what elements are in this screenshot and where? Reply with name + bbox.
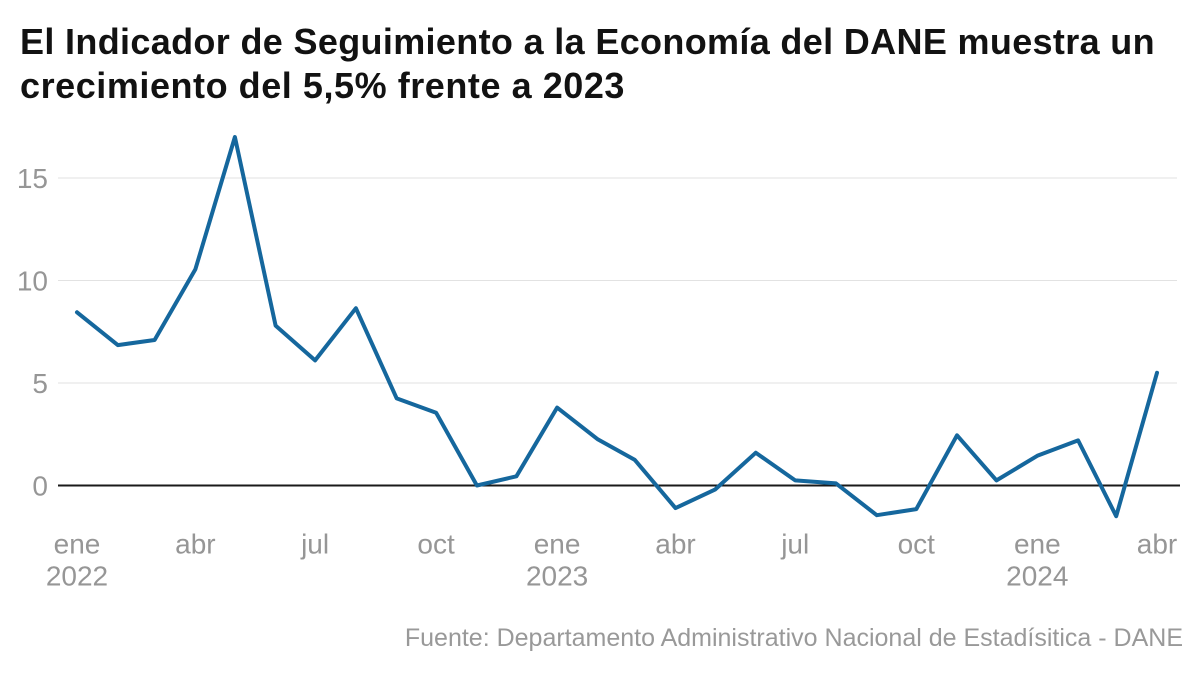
svg-text:Fuente: Departamento Administr: Fuente: Departamento Administrativo Naci… [405, 624, 1183, 652]
svg-text:2023: 2023 [526, 561, 588, 592]
svg-text:abr: abr [175, 529, 215, 560]
svg-text:2022: 2022 [46, 561, 108, 592]
svg-text:El Indicador de Seguimiento a: El Indicador de Seguimiento a la Economí… [20, 21, 1155, 62]
svg-text:15: 15 [17, 163, 48, 194]
svg-text:0: 0 [32, 471, 48, 502]
svg-text:10: 10 [17, 266, 48, 297]
svg-text:oct: oct [417, 529, 455, 560]
svg-text:ene: ene [54, 529, 101, 560]
svg-text:jul: jul [300, 529, 329, 560]
svg-text:abr: abr [655, 529, 695, 560]
svg-text:2024: 2024 [1006, 561, 1068, 592]
svg-text:abr: abr [1137, 529, 1177, 560]
svg-text:5: 5 [32, 368, 48, 399]
svg-text:ene: ene [1014, 529, 1061, 560]
svg-text:jul: jul [780, 529, 809, 560]
svg-text:crecimiento del 5,5% frente a: crecimiento del 5,5% frente a 2023 [20, 65, 625, 106]
svg-text:ene: ene [534, 529, 581, 560]
svg-text:oct: oct [898, 529, 936, 560]
